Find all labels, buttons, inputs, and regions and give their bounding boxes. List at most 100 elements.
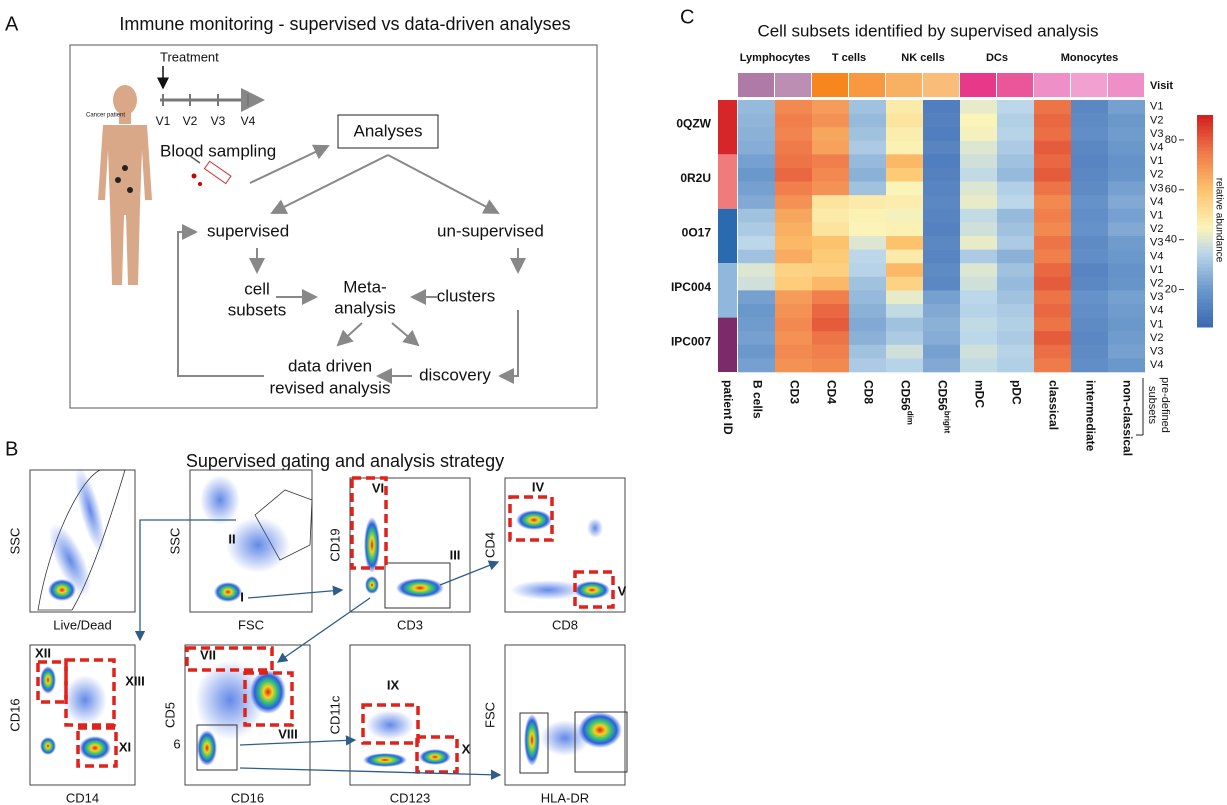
heatmap-cell: [1108, 181, 1145, 196]
heatmap-cell: [849, 276, 886, 291]
heatmap-cell: [775, 344, 812, 359]
row-label: V1: [1150, 210, 1163, 222]
analyses-label: Analyses: [354, 121, 423, 140]
colorbar-segment: [1197, 242, 1213, 247]
colorbar-segment: [1197, 143, 1213, 148]
gate-label: XIII: [125, 673, 145, 688]
visit-strip: [738, 73, 774, 97]
supervised-label: supervised: [207, 221, 289, 240]
heatmap-cell: [1034, 168, 1071, 182]
heatmap-cell: [1071, 276, 1108, 291]
colorbar-tick-label: 80: [1165, 134, 1177, 146]
analyses-box: [337, 114, 439, 149]
column-label-text: CD8: [861, 380, 875, 404]
heatmap-cell: [923, 304, 960, 318]
tumor: [122, 165, 128, 171]
colorbar-segment: [1197, 228, 1213, 233]
column-label: CD4: [824, 380, 838, 404]
gate-selected: [350, 476, 388, 570]
heatmap-cell: [775, 168, 812, 182]
frame: [69, 44, 598, 409]
heatmap-cell: [923, 249, 960, 264]
panel-label: B: [5, 438, 18, 460]
colorbar-segment: [1197, 224, 1213, 229]
panel-title: Supervised gating and analysis strategy: [186, 451, 504, 471]
heatmap-cell: [812, 100, 849, 114]
panel-a: A Immune monitoring - supervised vs data…: [5, 13, 598, 409]
heatmap-cell: [960, 331, 997, 346]
heatmap-cell: [960, 154, 997, 169]
heatmap-cell: [775, 236, 812, 250]
colorbar-segment: [1197, 235, 1213, 240]
heatmap-cell: [960, 140, 997, 155]
visit-label: V3: [211, 114, 226, 128]
x-axis-label: CD16: [231, 790, 264, 805]
heatmap-cell: [1108, 195, 1145, 210]
x-axis-label: CD8: [552, 617, 578, 632]
heatmap-cell: [812, 208, 849, 223]
row-label: V3: [1150, 182, 1163, 194]
x-axis-label: CD123: [390, 790, 430, 805]
column-label: mDC: [972, 380, 986, 408]
heatmap-cell: [1034, 290, 1071, 305]
heatmap-cell: [738, 113, 775, 128]
heatmap-cell: [812, 358, 849, 373]
visit-strip: [1108, 73, 1144, 97]
heatmap-cell: [923, 276, 960, 291]
heatmap-cell: [997, 304, 1034, 318]
subsets-note: subsets: [1146, 386, 1158, 424]
heatmap-cell: [997, 263, 1034, 278]
colorbar-segment: [1197, 203, 1213, 208]
row-label: V2: [1150, 114, 1163, 126]
heatmap-cell: [923, 127, 960, 142]
colorbar-segment: [1197, 210, 1213, 215]
colorbar-segment: [1197, 256, 1213, 261]
colorbar-segment: [1197, 245, 1213, 250]
group-label: Monocytes: [1061, 52, 1118, 64]
row-label: V4: [1150, 305, 1163, 317]
column-superscript: dim: [905, 411, 914, 425]
cell-density: [63, 675, 107, 725]
heatmap-cell: [1071, 317, 1108, 332]
visit-strip: [960, 73, 996, 97]
gate-label: II: [228, 531, 235, 546]
heatmap-cell: [886, 140, 923, 155]
cell-density: [40, 737, 56, 755]
heatmap-cell: [886, 276, 923, 291]
heatmap-cell: [775, 358, 812, 373]
heatmap-cell: [960, 249, 997, 264]
cell-density: [79, 736, 111, 760]
row-label: V2: [1150, 278, 1163, 290]
subsets-note: pre-defined: [1159, 377, 1171, 433]
heatmap-cell: [775, 290, 812, 305]
heatmap-cell: [886, 100, 923, 114]
heatmap-cell: [1034, 331, 1071, 346]
column-label: non-classical: [1120, 380, 1134, 456]
heatmap-cell: [960, 195, 997, 210]
heatmap-cell: [1034, 100, 1071, 114]
heatmap-cell: [960, 208, 997, 223]
y-axis-label: CD5: [162, 702, 177, 728]
column-label-text: pDC: [1009, 380, 1023, 405]
cell-density: [396, 578, 444, 598]
heatmap-cell: [738, 236, 775, 250]
column-label: B cells: [750, 380, 764, 419]
row-label: V1: [1150, 155, 1163, 167]
heatmap-cell: [738, 181, 775, 196]
heatmap-cell: [960, 113, 997, 128]
heatmap-cell: [775, 249, 812, 264]
heatmap-cell: [738, 290, 775, 305]
visit-label: V2: [183, 114, 198, 128]
gate-label: XII: [35, 645, 51, 660]
heatmap-cell: [1108, 100, 1145, 114]
heatmap-cell: [923, 222, 960, 237]
heatmap-cell: [923, 208, 960, 223]
colorbar-label: relative abundance: [1213, 178, 1224, 263]
gate-selected: [76, 726, 118, 768]
colorbar-segment: [1197, 252, 1213, 257]
visit-strip: [886, 73, 922, 97]
y-axis-label: SSC: [167, 528, 182, 555]
heatmap-cell: [997, 290, 1034, 305]
row-label: V2: [1150, 169, 1163, 181]
chart-title: Cell subsets identified by supervised an…: [757, 21, 1098, 40]
